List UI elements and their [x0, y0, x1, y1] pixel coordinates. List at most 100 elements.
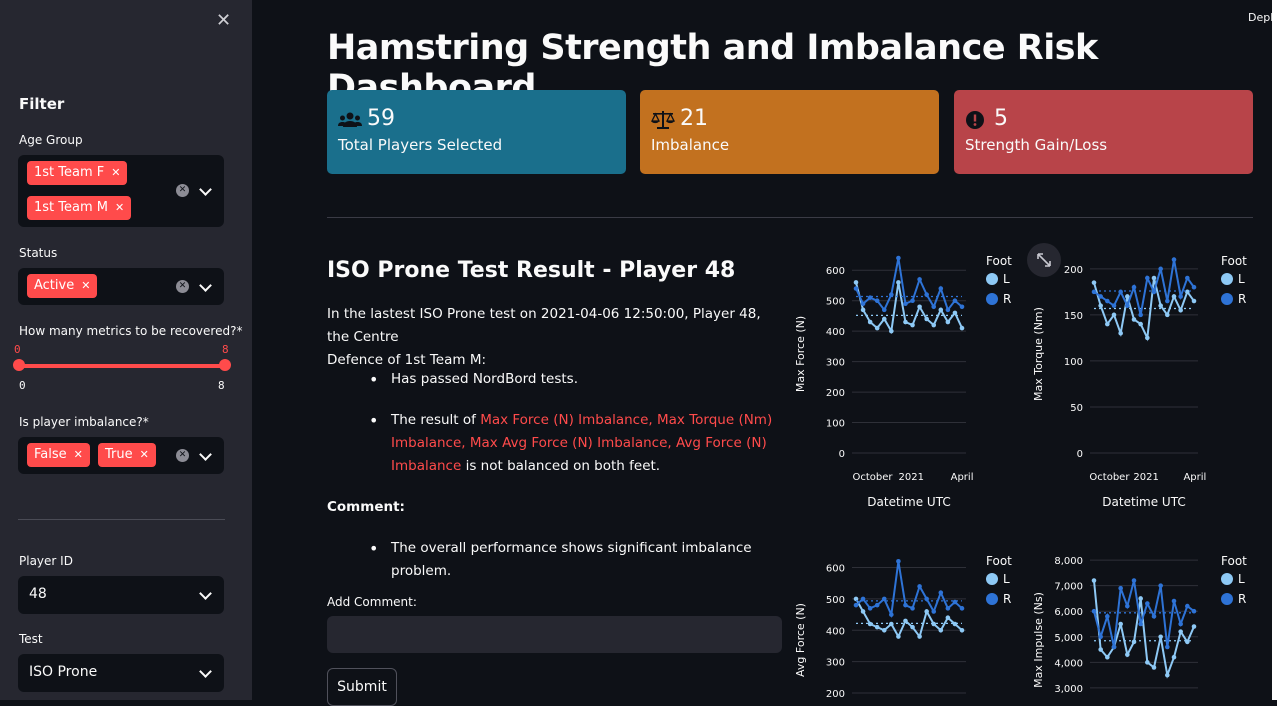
bullet-dot: • [369, 411, 379, 430]
kpi-strength-gain-loss: 5 Strength Gain/Loss [954, 90, 1253, 174]
legend-marker-L [1221, 573, 1233, 585]
submit-button[interactable]: Submit [327, 668, 397, 706]
slider-low-handle[interactable] [13, 359, 25, 371]
imbalance-label: Is player imbalance?* [19, 415, 149, 429]
tag-1st-team-m[interactable]: 1st Team M ✕ [27, 196, 132, 220]
y-tick-label: 6,000 [1054, 607, 1083, 618]
remove-tag-icon[interactable]: ✕ [73, 448, 83, 461]
y-tick-label: 4,000 [1054, 658, 1083, 669]
data-point [1178, 629, 1183, 634]
data-point [1105, 298, 1110, 304]
data-point [1091, 289, 1097, 295]
slider-max-label: 8 [218, 379, 225, 392]
data-point [1178, 621, 1183, 627]
deploy-button[interactable]: Deplo [1248, 11, 1277, 24]
clear-all-icon[interactable]: ✕ [176, 184, 189, 197]
data-point [1138, 621, 1143, 627]
tag-1st-team-f[interactable]: 1st Team F ✕ [27, 161, 128, 185]
data-point [889, 328, 894, 334]
data-point [924, 292, 929, 297]
data-point [1138, 596, 1143, 601]
tag-active[interactable]: Active ✕ [27, 274, 98, 298]
data-point [896, 255, 901, 261]
data-point [860, 307, 866, 313]
slider-high-value: 8 [222, 343, 229, 356]
x-axis-title: Datetime UTC [867, 495, 950, 509]
data-point [1165, 672, 1170, 678]
tag-label: 1st Team F [34, 165, 105, 180]
data-point [1125, 303, 1130, 308]
legend-label: L [1238, 572, 1245, 586]
data-point [1111, 644, 1117, 650]
bullet-nordbord: Has passed NordBord tests. [391, 371, 579, 387]
fullscreen-button[interactable] [1027, 243, 1061, 277]
close-sidebar-icon[interactable]: ✕ [216, 10, 232, 31]
legend-marker-R [1221, 293, 1233, 305]
remove-tag-icon[interactable]: ✕ [139, 448, 149, 461]
expand-icon [1037, 253, 1051, 267]
chevron-down-icon[interactable] [199, 183, 212, 196]
y-tick-label: 200 [826, 388, 845, 399]
series-line-L [855, 598, 963, 639]
kpi-total-players: 59 Total Players Selected [327, 90, 626, 174]
data-point [1118, 585, 1123, 591]
chevron-down-icon[interactable] [199, 448, 212, 461]
data-point [938, 307, 944, 313]
clear-all-icon[interactable]: ✕ [176, 280, 189, 293]
remove-tag-icon[interactable]: ✕ [111, 166, 121, 179]
comment-input[interactable] [327, 616, 782, 653]
y-tick-label: 400 [826, 626, 845, 637]
legend-label: L [1003, 272, 1010, 286]
data-point [853, 280, 859, 285]
clear-all-icon[interactable]: ✕ [176, 449, 189, 462]
data-point [881, 627, 887, 633]
y-tick-label: 500 [826, 595, 845, 606]
data-point [1185, 289, 1190, 295]
data-point [959, 627, 965, 633]
y-axis-title: Max Torque (Nm) [1032, 307, 1045, 401]
legend-label: L [1238, 272, 1245, 286]
section-divider [327, 217, 1253, 218]
slider-low-value: 0 [14, 343, 21, 356]
data-point [896, 634, 901, 639]
legend-label: R [1238, 592, 1246, 606]
imbalance-multiselect[interactable]: False ✕ True ✕ ✕ [18, 437, 224, 474]
slider-high-handle[interactable] [219, 359, 231, 371]
chevron-down-icon[interactable] [199, 587, 212, 600]
kpi-value: 59 [367, 106, 395, 131]
y-tick-label: 200 [826, 689, 845, 700]
chevron-down-icon[interactable] [199, 665, 212, 678]
metrics-slider-label: How many metrics to be recovered?* [19, 324, 243, 338]
x-axis-title: Datetime UTC [1102, 495, 1185, 509]
remove-tag-icon[interactable]: ✕ [114, 201, 125, 214]
y-tick-label: 300 [826, 358, 845, 369]
text: The result of [391, 412, 481, 428]
test-select[interactable]: ISO Prone [18, 654, 224, 692]
data-point [1105, 614, 1110, 619]
data-point [1191, 284, 1197, 290]
tag-label: True [105, 447, 133, 462]
data-point [945, 615, 951, 621]
data-point [1151, 665, 1157, 670]
data-point [867, 606, 873, 611]
chevron-down-icon[interactable] [199, 279, 212, 292]
data-point [945, 319, 951, 325]
legend-marker-R [1221, 593, 1233, 605]
x-tick-label: October [1089, 472, 1130, 483]
tag-false[interactable]: False ✕ [27, 443, 90, 467]
data-point [1171, 598, 1177, 604]
data-point [938, 590, 944, 595]
test-label: Test [19, 632, 43, 646]
age-group-label: Age Group [19, 133, 83, 147]
player-id-label: Player ID [19, 554, 73, 568]
tag-true[interactable]: True ✕ [98, 443, 156, 467]
remove-tag-icon[interactable]: ✕ [81, 279, 91, 292]
data-point [1118, 289, 1123, 295]
data-point [1131, 317, 1137, 322]
x-tick-label: 2021 [899, 472, 924, 483]
metrics-slider-track[interactable] [18, 364, 225, 368]
age-group-multiselect[interactable]: 1st Team F ✕ 1st Team M ✕ ✕ [18, 155, 224, 227]
player-id-select[interactable]: 48 [18, 576, 224, 614]
y-tick-label: 400 [826, 327, 845, 338]
status-multiselect[interactable]: Active ✕ ✕ [18, 268, 224, 305]
